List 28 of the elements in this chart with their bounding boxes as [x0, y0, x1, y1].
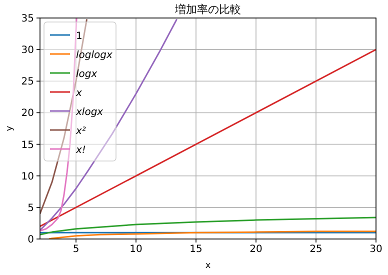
chart-title: 増加率の比較 — [174, 3, 241, 16]
x-tick-label: 10 — [130, 244, 142, 255]
x-tick-label: 30 — [370, 244, 382, 255]
y-tick-label: 5 — [28, 202, 34, 214]
y-tick-label: 35 — [21, 14, 34, 24]
legend-label: x — [75, 88, 82, 99]
y-tick-label: 0 — [28, 234, 34, 246]
line-series — [40, 18, 78, 232]
y-tick-label: 30 — [21, 45, 34, 56]
line-series — [48, 230, 376, 239]
legend-label: logx — [76, 69, 98, 80]
x-tick-label: 5 — [72, 244, 80, 255]
legend-label: x! — [75, 145, 86, 156]
x-tick-label: 25 — [310, 244, 322, 255]
legend-label: x² — [75, 126, 86, 137]
y-tick-label: 10 — [21, 171, 34, 182]
x-tick-label: 15 — [190, 244, 202, 255]
line-series — [40, 18, 178, 231]
y-tick-label: 15 — [21, 140, 34, 151]
legend-label: xlogx — [75, 107, 104, 118]
line-series — [40, 216, 376, 236]
x-axis-title: x — [205, 261, 212, 271]
x-tick-label: 20 — [250, 244, 262, 255]
y-tick-label: 20 — [21, 108, 34, 120]
legend-label: loglogx — [76, 50, 112, 61]
y-tick-label: 25 — [21, 76, 34, 88]
y-axis-title: y — [5, 125, 15, 132]
legend-label: 1 — [76, 31, 82, 42]
